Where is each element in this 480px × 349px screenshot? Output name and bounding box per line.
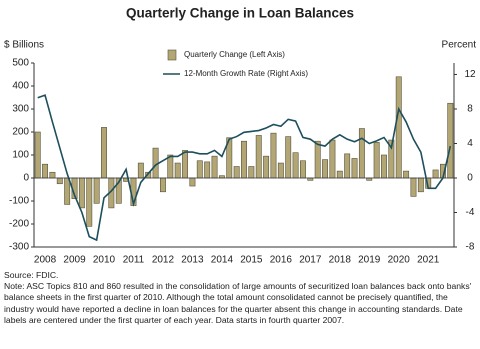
bar [93,177,100,204]
bar [167,154,174,179]
bar [447,102,454,179]
x-tick-label: 2012 [152,255,175,266]
y-tick-label: 0 [23,173,29,184]
bar [373,142,380,179]
bar [277,162,284,179]
y2-tick-label: -4 [466,207,475,218]
y-tick-label: 100 [12,150,29,161]
x-tick-label: 2020 [388,255,411,266]
bar [329,139,336,179]
x-tick-label: 2011 [123,255,145,266]
bar [189,177,196,187]
bar [403,170,410,179]
x-tick-label: 2013 [181,255,204,266]
y-tick-label: 400 [12,81,29,92]
bar [299,160,306,179]
bar [285,136,292,179]
y-tick-label: -100 [9,196,29,207]
source: Source: FDIC. [4,270,59,280]
bar [314,140,321,179]
bar [137,162,144,179]
note: Note: ASC Topics 810 and 860 resulted in… [4,281,472,325]
bar [417,177,424,193]
bar [233,166,240,179]
bar [34,131,41,179]
bar [56,177,63,185]
bar [381,154,387,179]
y2-tick-label: 8 [467,104,473,115]
y2-axis-label: Percent [442,40,477,51]
bar [196,160,203,179]
bar [344,153,351,179]
y-tick-label: 200 [12,127,29,138]
y2-tick-label: 0 [467,173,473,184]
y-tick-label: -200 [9,219,29,230]
bar [78,177,85,209]
y2-tick-label: -8 [466,242,475,253]
legend-swatch [167,49,177,61]
bar [42,163,49,179]
bar [211,155,218,179]
legend-label: Quarterly Change (Left Axis) [184,50,285,59]
y-tick-label: 300 [12,104,29,115]
bar [101,127,107,179]
x-tick-label: 2017 [299,255,322,266]
x-tick-label: 2021 [417,255,440,266]
y-tick-label: -300 [9,242,29,253]
chart-title: Quarterly Change in Loan Balances [126,6,354,21]
bar [204,161,211,179]
y2-tick-label: 12 [464,69,476,80]
x-tick-label: 2009 [63,255,86,266]
bar [49,171,56,179]
y-axis-label: $ Billions [4,40,44,51]
bar [270,132,277,179]
x-tick-label: 2010 [93,255,116,266]
x-tick-label: 2015 [240,255,263,266]
chart: Quarterly Change in Loan Balances $ Bill… [4,6,477,266]
bar [241,140,247,179]
bar [263,155,270,179]
bar [182,150,189,179]
line [37,94,452,242]
bar [292,152,299,179]
bar [322,159,329,179]
x-tick-label: 2018 [329,255,352,266]
x-tick-label: 2016 [270,255,293,266]
bar [255,135,262,179]
bar [432,169,439,179]
bar [336,170,343,179]
legend-label: 12-Month Growth Rate (Right Axis) [184,69,308,78]
bar [410,177,417,197]
bar [86,177,93,227]
bar [248,166,255,179]
x-tick-label: 2014 [211,255,234,266]
bar [358,128,365,179]
bar [64,177,71,205]
bar [174,162,181,179]
notes: Source: FDIC. Note: ASC Topics 810 and 8… [4,270,476,326]
bar [159,177,166,193]
y-tick-label: 500 [12,58,29,69]
bar [395,76,402,179]
x-tick-label: 2008 [34,255,57,266]
x-tick-label: 2019 [358,255,381,266]
y2-tick-label: 4 [467,138,473,149]
bar [351,158,358,179]
